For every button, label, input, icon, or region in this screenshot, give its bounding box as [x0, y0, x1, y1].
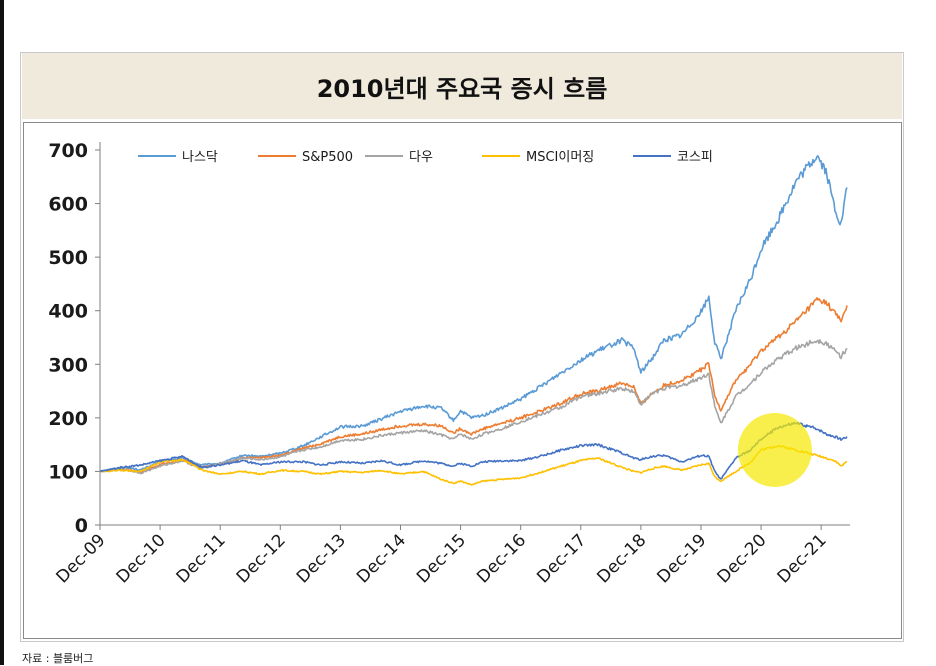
x-tick-label: Dec-15	[413, 530, 470, 587]
axes: 0 100 200 300 400 500 600 700 Dec-09 Dec-10 Dec-11…	[48, 140, 850, 587]
legend-label: S&P500	[302, 150, 353, 165]
source-note: 자료 : 블룸버그	[22, 652, 94, 665]
x-tick-label: Dec-20	[714, 530, 771, 587]
highlight-circle	[737, 413, 812, 487]
x-tick-label: Dec-19	[653, 530, 710, 587]
x-tick-label: Dec-18	[593, 530, 650, 587]
y-tick-label: 700	[48, 140, 88, 162]
series-lines	[99, 155, 848, 486]
series-line	[99, 339, 848, 475]
x-tick-label: Dec-13	[293, 530, 350, 587]
page-title: 2010년대 주요국 증시 흐름	[316, 74, 608, 103]
y-tick-label: 400	[48, 301, 88, 323]
y-tick-label: 300	[48, 354, 88, 376]
x-tick-label: Dec-17	[533, 530, 590, 587]
left-edge-bar	[0, 0, 4, 665]
legend: 나스닥 S&P500 다우 MSCI이머징 코스피	[138, 150, 713, 165]
series-line	[99, 421, 848, 480]
series-line	[99, 297, 848, 474]
series-line	[99, 445, 848, 486]
x-tick-label: Dec-16	[473, 530, 530, 587]
y-tick-label: 500	[48, 247, 88, 269]
x-tick-label: Dec-12	[233, 530, 290, 587]
y-tick-label: 600	[48, 194, 88, 216]
x-tick-label: Dec-09	[52, 530, 109, 587]
legend-label: 다우	[409, 150, 433, 165]
y-tick-label: 0	[75, 515, 88, 537]
series-line	[99, 155, 848, 473]
highlight-layer	[737, 413, 812, 487]
x-tick-label: Dec-14	[353, 530, 410, 587]
title-band: 2010년대 주요국 증시 흐름	[22, 53, 902, 119]
legend-label: 코스피	[677, 150, 713, 165]
x-tick-label: Dec-11	[173, 530, 230, 587]
y-tick-label: 200	[48, 408, 88, 430]
legend-label: 나스닥	[182, 150, 218, 165]
x-tick-label: Dec-21	[774, 530, 831, 587]
legend-label: MSCI이머징	[526, 150, 594, 165]
y-tick-label: 100	[48, 461, 88, 483]
x-tick-label: Dec-10	[113, 530, 170, 587]
